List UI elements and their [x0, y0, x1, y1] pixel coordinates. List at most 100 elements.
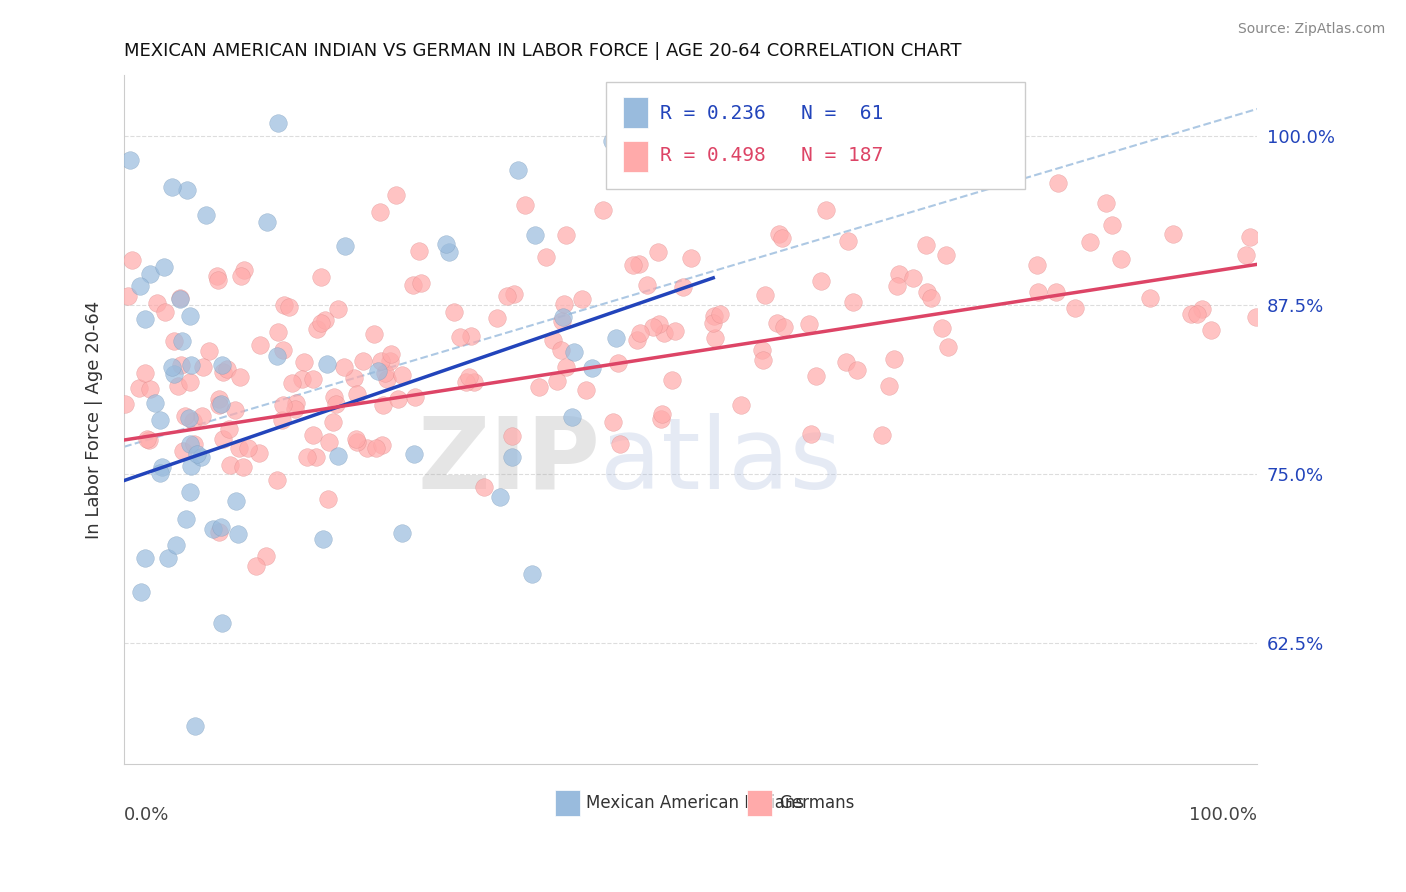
Point [179, 436, 201, 450]
Point [1246, 310, 1268, 324]
Point [800, 427, 823, 442]
Point [271, 398, 294, 412]
Point [602, 415, 624, 429]
Point [449, 330, 471, 344]
Point [323, 390, 346, 404]
Point [225, 493, 247, 508]
Point [443, 304, 465, 318]
Point [503, 287, 526, 301]
Point [256, 214, 278, 228]
Point [292, 355, 315, 369]
Point [931, 320, 953, 334]
Point [232, 460, 254, 475]
Point [156, 551, 179, 566]
Point [165, 538, 187, 552]
Point [609, 437, 631, 451]
Point [810, 275, 832, 289]
Point [889, 267, 911, 281]
Point [370, 354, 392, 368]
Point [648, 318, 671, 332]
Point [129, 279, 152, 293]
Point [650, 411, 672, 425]
Point [236, 441, 259, 455]
Point [245, 559, 267, 574]
Point [167, 379, 190, 393]
Point [191, 359, 214, 374]
Point [664, 143, 686, 157]
Point [703, 331, 725, 345]
Point [870, 428, 893, 442]
Point [1191, 302, 1213, 317]
Point [371, 438, 394, 452]
Point [489, 490, 512, 504]
Point [346, 387, 368, 401]
Point [387, 392, 409, 406]
Point [277, 300, 299, 314]
Text: Germans: Germans [779, 794, 855, 812]
Text: R = 0.498   N = 187: R = 0.498 N = 187 [659, 146, 883, 165]
Point [917, 285, 939, 299]
Point [936, 340, 959, 354]
Point [176, 182, 198, 196]
Point [217, 362, 239, 376]
Point [149, 412, 172, 426]
Text: ZIP: ZIP [418, 413, 600, 509]
Point [318, 435, 340, 450]
Point [402, 278, 425, 293]
Point [226, 527, 249, 541]
Point [1185, 307, 1208, 321]
Point [128, 381, 150, 395]
Point [1026, 258, 1049, 272]
Point [326, 301, 349, 316]
Point [463, 376, 485, 390]
Point [134, 312, 156, 326]
Point [152, 460, 174, 475]
Point [352, 354, 374, 368]
Point [149, 466, 172, 480]
Point [371, 398, 394, 412]
Point [281, 376, 304, 391]
Point [249, 337, 271, 351]
Point [571, 292, 593, 306]
Point [309, 269, 332, 284]
Point [325, 397, 347, 411]
Point [702, 316, 724, 330]
Point [647, 244, 669, 259]
Point [1046, 177, 1069, 191]
Point [380, 347, 402, 361]
Point [846, 362, 869, 376]
Point [136, 432, 159, 446]
Point [773, 320, 796, 334]
Point [1094, 195, 1116, 210]
Point [118, 153, 141, 167]
Point [218, 422, 240, 436]
Point [472, 480, 495, 494]
Point [311, 533, 333, 547]
Point [835, 355, 858, 369]
Point [1101, 218, 1123, 232]
Point [551, 314, 574, 328]
Point [117, 289, 139, 303]
Point [208, 398, 231, 412]
Point [799, 317, 821, 331]
Point [679, 252, 702, 266]
Point [553, 310, 575, 325]
Point [485, 311, 508, 326]
FancyBboxPatch shape [606, 82, 1025, 189]
Point [134, 366, 156, 380]
Point [207, 273, 229, 287]
Point [837, 234, 859, 248]
Point [1063, 301, 1085, 315]
Point [114, 396, 136, 410]
Point [267, 116, 290, 130]
Point [915, 237, 938, 252]
Point [218, 458, 240, 472]
Point [495, 288, 517, 302]
Point [295, 450, 318, 465]
Point [254, 549, 277, 563]
FancyBboxPatch shape [554, 789, 579, 816]
Point [266, 473, 288, 487]
Point [513, 198, 536, 212]
Point [284, 402, 307, 417]
Point [316, 492, 339, 507]
